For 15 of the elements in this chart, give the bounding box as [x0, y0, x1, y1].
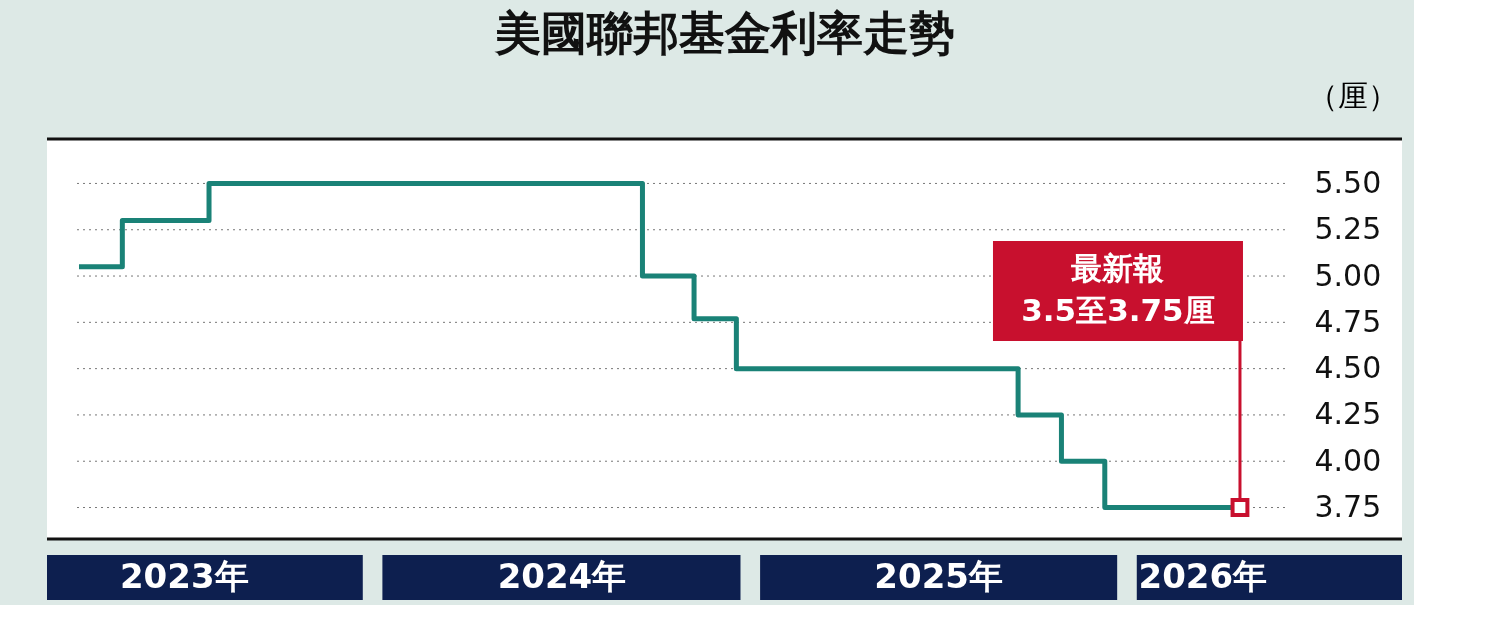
y-tick-label: 4.00	[1314, 442, 1382, 478]
y-tick-label: 5.00	[1314, 257, 1382, 293]
annotation: 最新報 3.5至3.75厘	[1021, 250, 1215, 328]
y-tick-label: 4.25	[1314, 396, 1382, 432]
y-tick-label: 5.50	[1314, 164, 1382, 200]
x-tick-label: 2026年	[1138, 556, 1268, 596]
y-tick-label: 4.50	[1314, 350, 1382, 386]
y-tick-label: 3.75	[1314, 489, 1382, 525]
y-axis-title: （厘）	[1307, 77, 1398, 113]
y-tick-label: 5.25	[1314, 211, 1382, 247]
chart-title: 美國聯邦基金利率走勢	[493, 6, 955, 60]
x-tick-label: 2025年	[874, 556, 1003, 596]
y-tick-label: 4.75	[1314, 303, 1382, 339]
x-tick-label: 2023年	[119, 556, 249, 596]
x-tick-label: 2024年	[497, 556, 627, 596]
